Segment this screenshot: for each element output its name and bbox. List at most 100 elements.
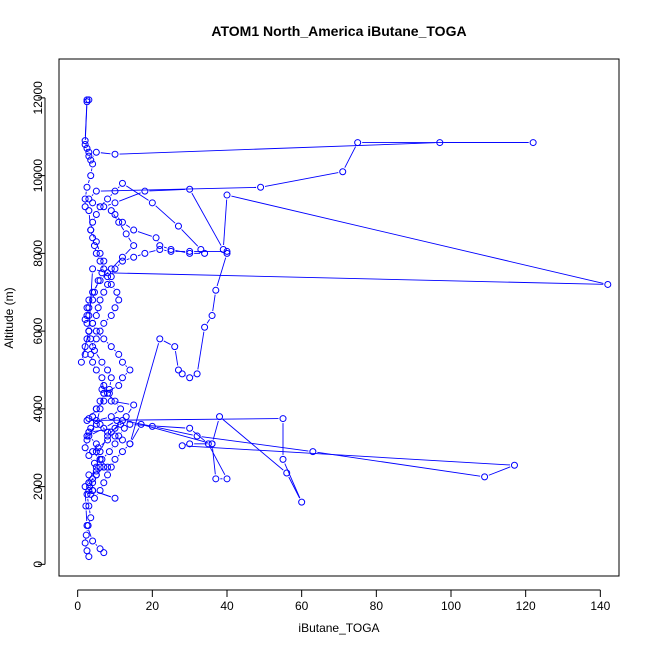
- data-point: [96, 405, 104, 413]
- series-segment: [100, 417, 108, 420]
- data-point: [152, 234, 160, 242]
- data-point: [167, 245, 175, 253]
- data-point: [96, 463, 104, 471]
- series-segment: [488, 466, 511, 476]
- data-point: [85, 327, 93, 335]
- series-segment: [181, 229, 199, 247]
- x-tick-label: 40: [220, 599, 234, 613]
- series-segment: [125, 446, 128, 449]
- data-point: [92, 148, 100, 156]
- data-point: [107, 265, 115, 273]
- x-tick-label: 100: [441, 599, 461, 613]
- data-point: [141, 249, 149, 257]
- data-point: [104, 471, 112, 479]
- data-point: [81, 203, 89, 211]
- series-segment: [106, 318, 109, 321]
- data-point: [174, 222, 182, 230]
- data-point: [89, 475, 97, 483]
- data-point: [223, 247, 231, 255]
- y-tick-label: 4000: [31, 395, 45, 422]
- data-point: [81, 195, 89, 203]
- y-tick-label: 12000: [31, 81, 45, 115]
- series-segment: [137, 254, 141, 257]
- data-point: [107, 312, 115, 320]
- data-point: [100, 265, 108, 273]
- data-point: [83, 490, 91, 498]
- data-point: [92, 417, 100, 425]
- data-point: [89, 358, 97, 366]
- y-tick-label: 10000: [31, 159, 45, 193]
- data-point: [90, 288, 98, 296]
- data-point: [212, 475, 220, 483]
- data-point: [279, 415, 287, 423]
- series-segment: [119, 423, 122, 426]
- x-tick-label: 0: [74, 599, 81, 613]
- series-segment: [120, 225, 125, 231]
- data-point: [178, 370, 186, 378]
- data-point: [98, 358, 106, 366]
- data-point: [92, 312, 100, 320]
- series-segment: [128, 237, 132, 243]
- data-point: [92, 405, 100, 413]
- series-segment: [155, 205, 176, 224]
- data-point: [83, 144, 91, 152]
- data-point: [257, 183, 265, 191]
- data-point: [87, 156, 95, 164]
- data-point: [100, 463, 108, 471]
- y-axis: 0 2000 4000 6000 8000 10000 12000: [31, 81, 46, 568]
- series-segment: [84, 106, 88, 141]
- data-point: [89, 218, 97, 226]
- data-point: [107, 207, 115, 215]
- data-point: [126, 366, 134, 374]
- series-segment: [96, 491, 111, 498]
- series-segment: [114, 426, 118, 430]
- data-point: [90, 347, 98, 355]
- data-point: [120, 424, 128, 432]
- data-point: [96, 327, 104, 335]
- data-point: [96, 257, 104, 265]
- data-point: [94, 277, 102, 285]
- series-segment: [85, 510, 88, 521]
- data-point: [104, 195, 112, 203]
- chart-title: ATOM1 North_America iButane_TOGA: [211, 23, 466, 39]
- data-point: [111, 199, 119, 207]
- data-point: [130, 253, 138, 261]
- series-segment: [96, 354, 100, 359]
- data-point: [104, 389, 112, 397]
- data-point: [87, 490, 95, 498]
- series-segment: [87, 179, 90, 184]
- data-point: [122, 413, 130, 421]
- data-point: [223, 249, 231, 257]
- data-point: [298, 498, 306, 506]
- data-point: [87, 172, 95, 180]
- data-point: [92, 249, 100, 257]
- data-point: [85, 415, 93, 423]
- data-point: [100, 479, 108, 487]
- data-point: [111, 432, 119, 440]
- series-segment: [107, 203, 111, 206]
- series-segment: [95, 284, 98, 289]
- data-point: [96, 486, 104, 494]
- series-segment: [192, 430, 206, 442]
- data-point: [100, 203, 108, 211]
- data-point: [105, 448, 113, 456]
- data-point: [104, 432, 112, 440]
- data-point: [117, 420, 125, 428]
- series-segment: [175, 351, 179, 366]
- data-point: [85, 553, 93, 561]
- data-point: [212, 286, 220, 294]
- data-point: [90, 459, 98, 467]
- x-tick-label: 80: [370, 599, 384, 613]
- x-tick-label: 60: [295, 599, 309, 613]
- data-point: [118, 448, 126, 456]
- data-point: [111, 494, 119, 502]
- data-point: [481, 473, 489, 481]
- data-point: [92, 467, 100, 475]
- data-point: [107, 280, 115, 288]
- series-segment: [91, 194, 94, 197]
- data-point: [118, 218, 126, 226]
- data-point: [104, 436, 112, 444]
- series-segment: [100, 152, 111, 155]
- series-segment: [119, 142, 436, 155]
- data-point: [107, 428, 115, 436]
